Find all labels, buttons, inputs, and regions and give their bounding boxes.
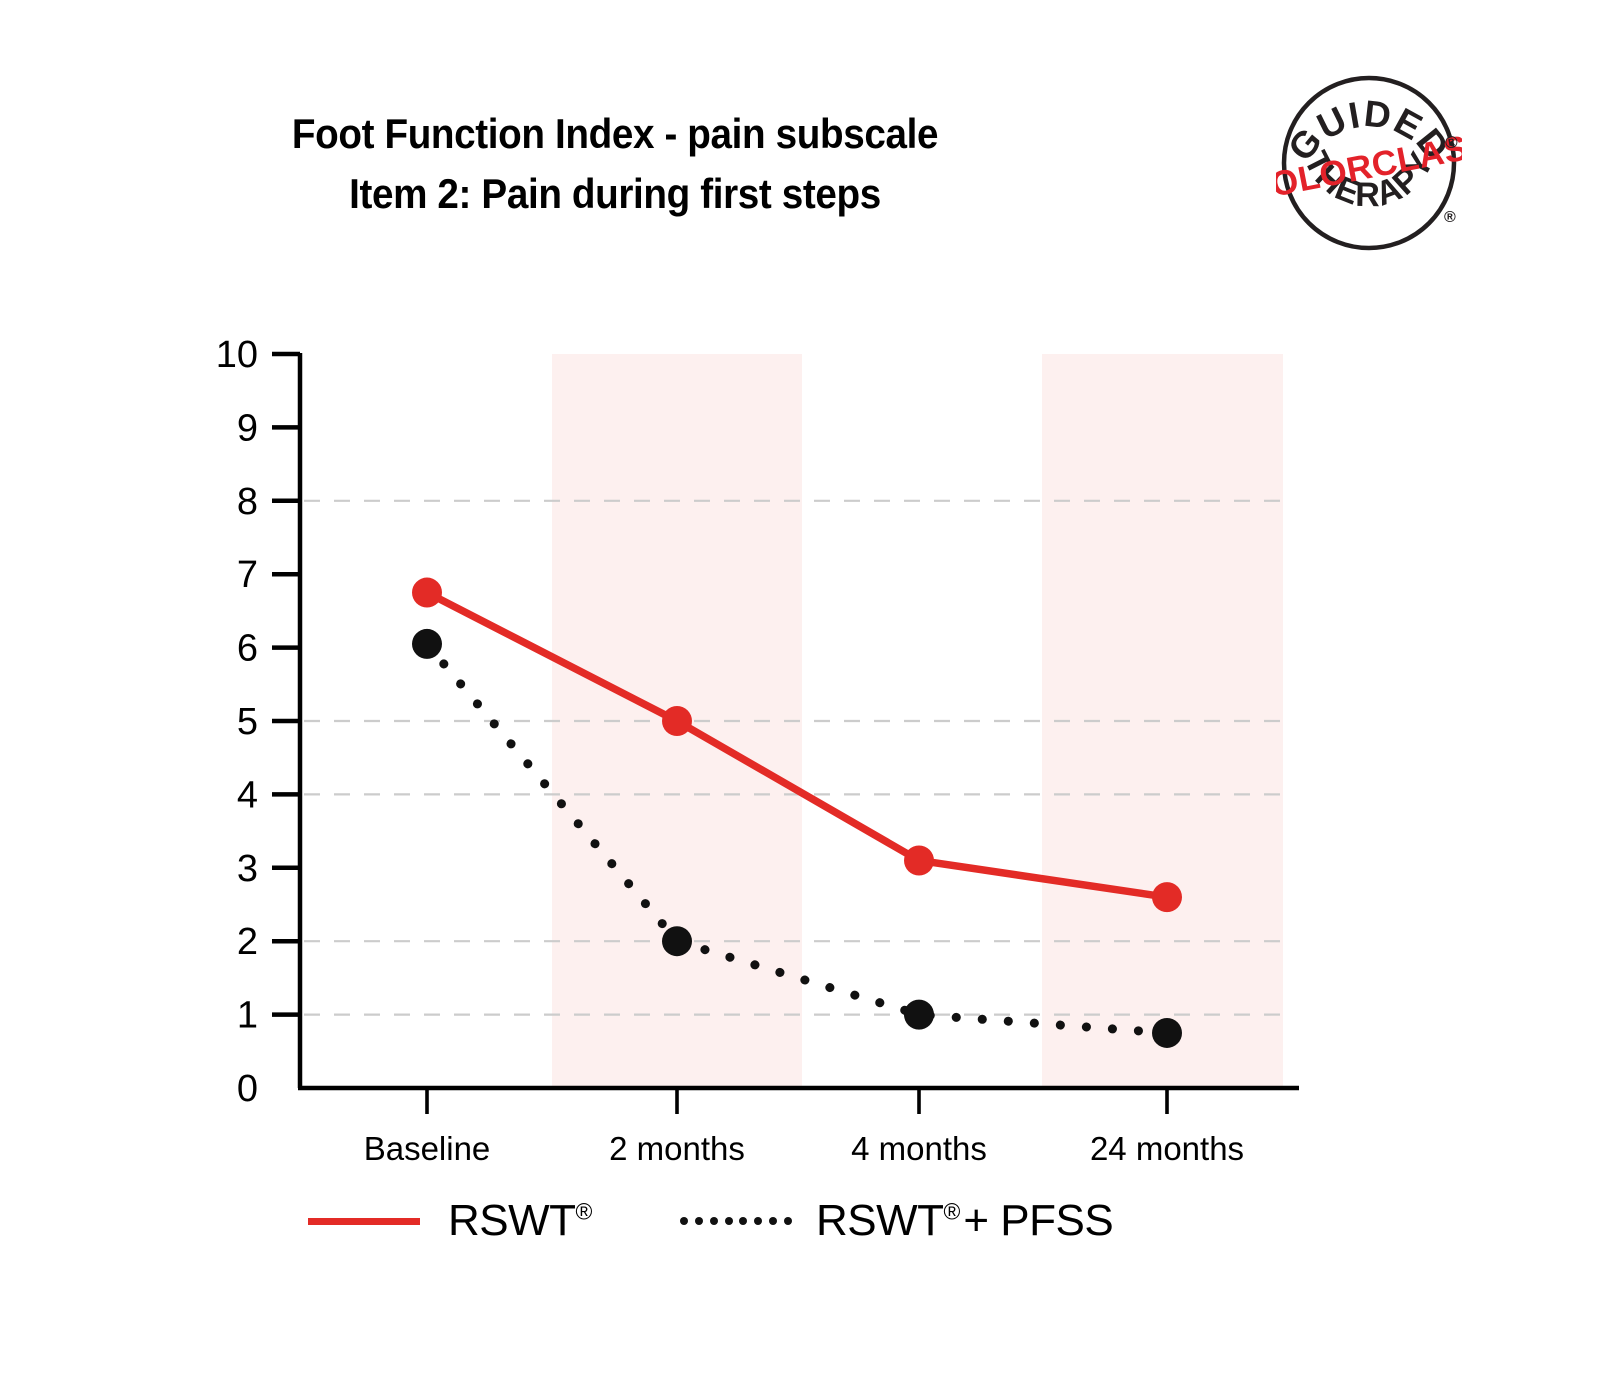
x-axis-tick-label: 2 months [609, 1130, 745, 1167]
y-axis-tick-label: 7 [237, 554, 258, 596]
chart-title-block: Foot Function Index - pain subscale Item… [0, 104, 1230, 223]
y-axis-tick-label: 10 [216, 334, 258, 376]
y-axis-tick-labels: 0 1 2 3 4 5 6 7 8 9 10 [216, 334, 258, 1110]
data-point-marker[interactable] [412, 628, 442, 659]
legend-item-rswt[interactable]: RSWT® [308, 1186, 592, 1256]
gridlines-layer [304, 499, 1283, 1016]
data-series-layer [412, 577, 1182, 1048]
x-axis-tick-label: 24 months [1090, 1130, 1244, 1167]
data-series [412, 577, 1182, 913]
axis-layer [272, 351, 1299, 1114]
x-axis-tick-labels: Baseline 2 months 4 months 24 months [364, 1130, 1244, 1167]
x-axis-tick-label: 4 months [851, 1130, 987, 1167]
legend-dotted-line-swatch [680, 1217, 792, 1226]
data-point-marker[interactable] [662, 926, 692, 957]
y-axis-tick-label: 1 [237, 995, 258, 1037]
page-title-line-1: Foot Function Index - pain subscale [291, 110, 939, 157]
legend-solid-line-swatch [308, 1217, 420, 1225]
series-line [423, 588, 1171, 901]
guided-dolorclast-therapy-logo: GUIDED THERAPY DOLORCLAST ® ® [1242, 70, 1492, 256]
data-point-marker[interactable] [904, 999, 934, 1030]
y-axis-tick-label: 3 [237, 848, 258, 890]
legend-label-rswt: RSWT® [448, 1196, 593, 1245]
data-series [412, 628, 1182, 1048]
y-axis-tick-label: 5 [237, 701, 258, 743]
chart-legend: RSWT® RSWT®+ PFSS [300, 1186, 1200, 1256]
legend-label-rswt-pfss: RSWT®+ PFSS [816, 1196, 1114, 1245]
data-point-marker[interactable] [412, 577, 442, 608]
logo-center-trademark: ® [1443, 132, 1459, 153]
y-axis-tick-label: 8 [237, 481, 258, 523]
page-title-line-2: Item 2: Pain during first steps [349, 169, 881, 217]
data-point-marker[interactable] [1152, 1017, 1182, 1048]
y-axis-tick-label: 6 [237, 628, 258, 670]
x-axis-tick-label: Baseline [364, 1130, 491, 1167]
data-point-marker[interactable] [662, 706, 692, 736]
logo-bottom-trademark: ® [1444, 209, 1456, 226]
logo-stamp-icon: GUIDED THERAPY DOLORCLAST ® ® [1242, 75, 1492, 251]
y-axis-tick-label: 0 [237, 1068, 258, 1110]
y-axis-tick-label: 9 [237, 407, 258, 449]
y-axis-tick-label: 4 [237, 774, 258, 816]
data-point-marker[interactable] [1152, 882, 1182, 913]
y-axis-tick-label: 2 [237, 921, 258, 963]
data-point-marker[interactable] [904, 845, 934, 876]
legend-item-rswt-pfss[interactable]: RSWT®+ PFSS [680, 1186, 1116, 1256]
